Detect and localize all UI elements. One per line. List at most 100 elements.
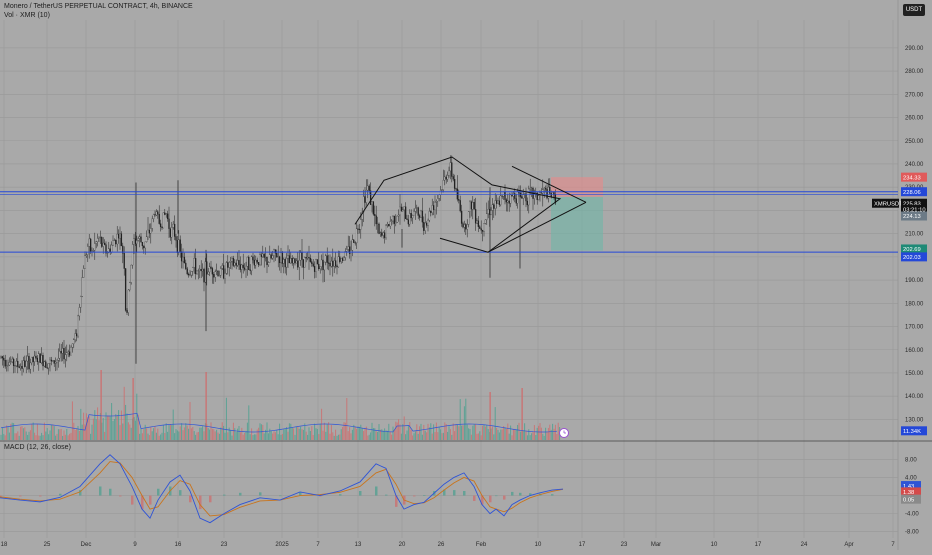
candle-body	[201, 268, 204, 272]
volume-bar	[11, 422, 13, 440]
volume-bar	[545, 427, 547, 440]
candle-body	[397, 214, 400, 217]
candle-body	[267, 262, 270, 266]
volume-bar	[50, 424, 52, 440]
volume-bar	[36, 424, 38, 440]
macd-histogram-bar	[119, 495, 122, 497]
price-tag: 202.69	[903, 247, 921, 253]
volume-bar	[335, 429, 337, 440]
diamond-pattern-layer[interactable]	[354, 156, 587, 253]
volume-bar	[258, 427, 260, 440]
volume-bar	[125, 404, 127, 440]
candle-body	[330, 260, 333, 267]
x-tick-label: 10	[711, 542, 718, 548]
currency-button[interactable]: USDT	[903, 4, 925, 16]
volume-bar	[294, 434, 296, 440]
volume-bar	[104, 431, 106, 440]
macd-histogram-bar	[319, 495, 322, 497]
candle-body	[91, 250, 93, 252]
price-tag: 202.03	[903, 255, 921, 261]
volume-bar	[393, 429, 395, 440]
candle-body	[32, 356, 34, 363]
candle-body	[178, 239, 180, 253]
volume-bar	[375, 431, 377, 440]
y-tick-label: 280.00	[905, 69, 924, 75]
candle-body	[70, 347, 72, 356]
macd-histogram-bar	[189, 495, 192, 503]
volume-bar	[381, 429, 383, 440]
candle-body	[18, 366, 20, 368]
macd-histogram-bar	[0, 495, 2, 497]
candle-body	[493, 204, 495, 209]
volume-bar	[365, 426, 367, 440]
candle-body	[515, 198, 517, 204]
candle-body	[277, 256, 279, 258]
volume-bar	[542, 433, 544, 440]
volume-bar	[533, 425, 535, 440]
volume-bar	[154, 425, 156, 440]
volume-bar	[504, 427, 506, 440]
candle-body	[269, 254, 271, 263]
candle-body	[21, 366, 23, 369]
macd-histogram-bar	[141, 495, 144, 510]
volume-bar	[363, 431, 365, 440]
volume-bar	[461, 425, 463, 440]
volume-bar	[20, 426, 22, 440]
volume-bar	[466, 424, 468, 440]
volume-layer	[0, 370, 561, 440]
volume-bar	[155, 432, 157, 440]
candle-body	[444, 176, 446, 181]
volume-bar	[64, 434, 66, 440]
volume-bar	[339, 434, 341, 440]
candle-body	[250, 256, 253, 271]
volume-bar	[462, 425, 464, 440]
candle-body	[120, 233, 123, 247]
volume-bar	[74, 430, 76, 440]
volume-bar	[483, 424, 485, 440]
macd-y-tick-label: 4.00	[905, 475, 917, 481]
candle-body	[206, 261, 208, 275]
candle-body	[229, 261, 232, 263]
volume-bar	[477, 433, 479, 440]
candle-body	[98, 237, 100, 239]
horizontal-level-layer[interactable]	[0, 191, 898, 253]
volume-bar	[307, 434, 309, 440]
volume-bar	[22, 428, 24, 440]
candle-body	[43, 361, 46, 367]
candle-body	[416, 207, 418, 209]
candle-body	[116, 233, 118, 245]
volume-bar	[99, 413, 101, 440]
candle-body	[64, 354, 67, 360]
volume-bar	[276, 430, 278, 440]
candle-body	[318, 263, 320, 270]
volume-bar	[438, 427, 440, 440]
candle-body	[462, 223, 464, 228]
volume-bar	[472, 425, 474, 440]
volume-bar	[269, 428, 271, 440]
volume-bar	[539, 423, 541, 440]
candle-body	[529, 187, 531, 190]
candle-body	[99, 237, 102, 239]
candle-body	[56, 360, 58, 363]
price-tag-layer: 234.33 228.06 XMRUSDT.P225.8303:21:10224.1…	[872, 172, 927, 504]
candle-body	[353, 239, 355, 243]
x-tick-label: 16	[175, 542, 182, 548]
volume-bar	[428, 427, 430, 440]
candle-body	[194, 258, 197, 275]
y-tick-label: 270.00	[905, 92, 924, 98]
volume-bar	[427, 423, 429, 440]
volume-bar	[475, 424, 477, 440]
volume-bar	[178, 431, 180, 440]
candle-body	[346, 249, 348, 252]
candle-body	[469, 201, 471, 212]
volume-bar	[134, 420, 136, 440]
volume-bar	[80, 408, 82, 440]
clock-icon[interactable]	[559, 428, 569, 438]
volume-bar	[314, 423, 316, 440]
candle-body	[10, 361, 12, 363]
volume-bar	[123, 386, 125, 440]
position-zone-layer[interactable]	[551, 177, 603, 251]
volume-bar	[553, 428, 555, 440]
